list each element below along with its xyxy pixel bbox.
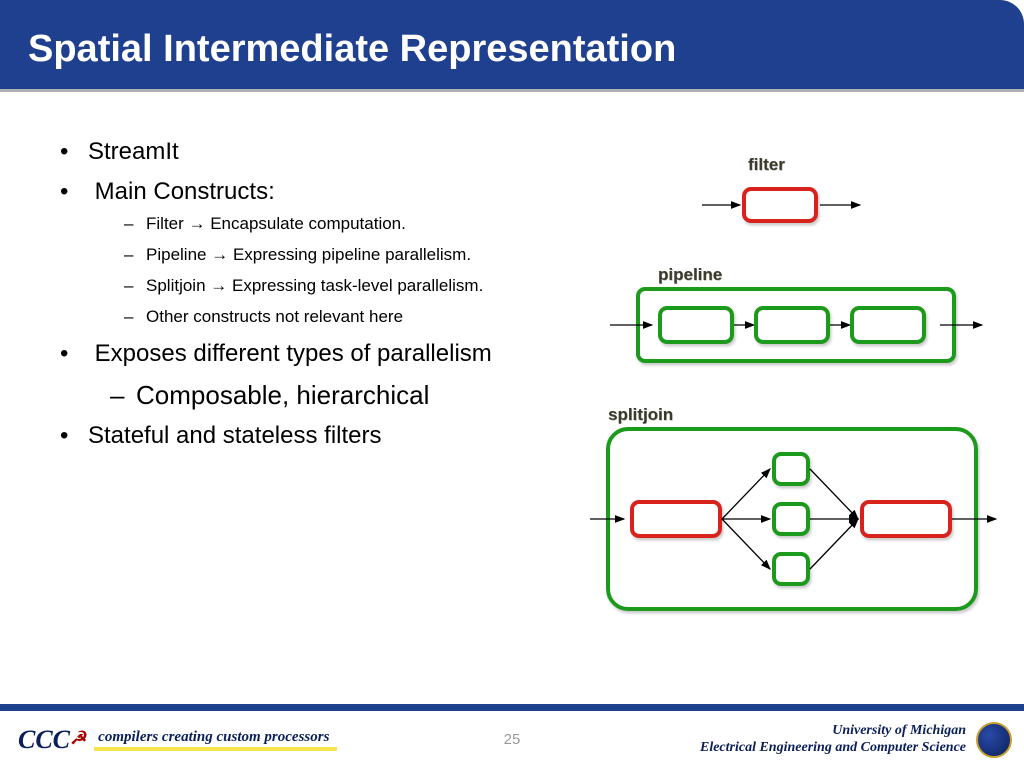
splitjoin-diagram-label: splitjoin — [608, 405, 673, 425]
footer: CCC☭ compilers creating custom processor… — [0, 704, 1024, 768]
subbullet-filter: Filter → Encapsulate computation. — [124, 213, 580, 236]
bullet-parallelism: Exposes different types of parallelism C… — [60, 339, 580, 412]
footer-right: University of Michigan Electrical Engine… — [700, 722, 1012, 758]
pipeline-diagram-label: pipeline — [658, 265, 722, 285]
ccc-logo: CCC☭ — [18, 725, 86, 755]
diagram-column: filter pipeline splitjoin — [580, 137, 990, 669]
bullet-main-constructs: Main Constructs: Filter → Encapsulate co… — [60, 177, 580, 329]
slide-title-bar: Spatial Intermediate Representation — [0, 0, 1024, 89]
content-area: StreamIt Main Constructs: Filter → Encap… — [0, 89, 1024, 669]
slide-number: 25 — [504, 731, 521, 748]
subbullet-other: Other constructs not relevant here — [124, 306, 580, 329]
arrow-icon: → — [211, 245, 228, 264]
slide-title: Spatial Intermediate Representation — [28, 28, 676, 70]
footer-left: CCC☭ compilers creating custom processor… — [18, 725, 337, 755]
footer-university: University of Michigan — [700, 723, 966, 740]
footer-department: Electrical Engineering and Computer Scie… — [700, 740, 966, 757]
filter-diagram-label: filter — [748, 155, 785, 175]
bullet-stateful: Stateful and stateless filters — [60, 421, 580, 451]
splitjoin-diagram — [590, 427, 1000, 617]
pipeline-diagram — [610, 287, 990, 367]
subbullet-splitjoin: Splitjoin → Expressing task-level parall… — [124, 275, 580, 298]
subbullet-pipeline: Pipeline → Expressing pipeline paralleli… — [124, 244, 580, 267]
bullet-streamit: StreamIt — [60, 137, 580, 167]
hammer-sickle-icon: ☭ — [70, 728, 86, 749]
university-seal-icon — [976, 722, 1012, 758]
footer-tagline: compilers creating custom processors — [94, 729, 337, 751]
filter-diagram — [700, 183, 880, 227]
arrow-icon: → — [210, 276, 227, 295]
bullet-column: StreamIt Main Constructs: Filter → Encap… — [60, 137, 580, 669]
arrow-icon: → — [189, 214, 206, 233]
subbullet-composable: Composable, hierarchical — [110, 379, 580, 412]
